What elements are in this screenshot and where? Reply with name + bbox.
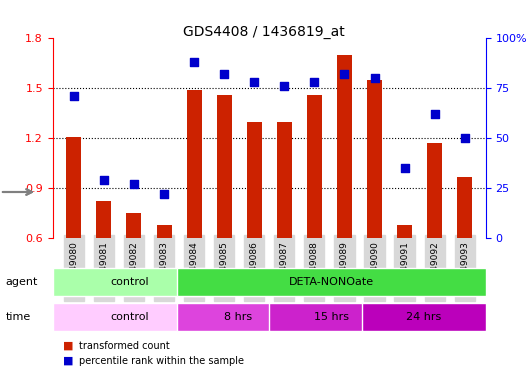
Bar <box>127 213 142 238</box>
Bar <box>457 177 472 238</box>
Text: 15 hrs: 15 hrs <box>314 312 348 322</box>
Text: 24 hrs: 24 hrs <box>406 312 441 322</box>
Point <box>400 165 409 171</box>
Bar <box>427 143 442 238</box>
Point <box>310 79 318 85</box>
FancyBboxPatch shape <box>53 268 208 296</box>
Text: GDS4408 / 1436819_at: GDS4408 / 1436819_at <box>183 25 345 39</box>
Bar <box>186 90 202 238</box>
Text: ■: ■ <box>63 341 74 351</box>
Text: time: time <box>5 312 31 322</box>
FancyBboxPatch shape <box>362 303 486 331</box>
Text: control: control <box>111 312 149 322</box>
Point <box>370 75 379 81</box>
Text: ■: ■ <box>63 356 74 366</box>
Bar <box>216 95 232 238</box>
Point <box>160 191 168 197</box>
Text: transformed count: transformed count <box>79 341 170 351</box>
Point <box>340 71 348 78</box>
Point <box>460 135 469 141</box>
FancyBboxPatch shape <box>176 303 300 331</box>
FancyBboxPatch shape <box>176 268 486 296</box>
Bar <box>277 122 292 238</box>
Text: agent: agent <box>5 277 37 287</box>
Point <box>100 177 108 183</box>
Point <box>130 181 138 187</box>
Point <box>430 111 439 118</box>
Bar <box>156 225 172 238</box>
Text: percentile rank within the sample: percentile rank within the sample <box>79 356 244 366</box>
Point <box>280 83 288 89</box>
Bar <box>397 225 412 238</box>
Bar <box>307 95 322 238</box>
Point <box>220 71 229 78</box>
Text: DETA-NONOate: DETA-NONOate <box>289 277 374 287</box>
FancyBboxPatch shape <box>269 303 393 331</box>
Bar <box>337 55 352 238</box>
Point <box>190 59 199 65</box>
Bar <box>367 80 382 238</box>
Bar <box>97 202 111 238</box>
Bar <box>67 137 81 238</box>
Point <box>250 79 259 85</box>
Text: control: control <box>111 277 149 287</box>
Bar <box>247 122 262 238</box>
Point <box>70 93 78 99</box>
FancyBboxPatch shape <box>53 303 208 331</box>
Text: 8 hrs: 8 hrs <box>224 312 252 322</box>
